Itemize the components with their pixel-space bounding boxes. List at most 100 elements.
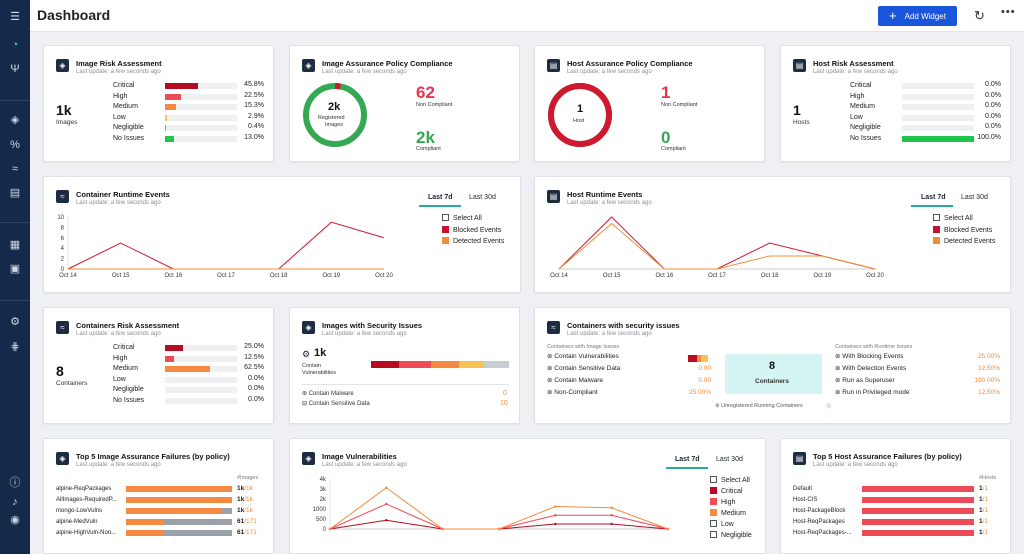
risk-percent: 2.9%: [248, 112, 264, 120]
y-tick-label: 3k: [320, 487, 327, 493]
risk-bar: [902, 83, 974, 89]
audit-icon[interactable]: ▣: [9, 263, 21, 275]
non-compliant-count: 62: [416, 83, 435, 102]
y-tick-label: 2: [61, 257, 65, 263]
risk-bar: [902, 125, 974, 131]
detected-events-checkbox[interactable]: Detected Events: [442, 237, 504, 245]
risk-label: Medium: [113, 365, 138, 372]
vulnerability-icon: ⚙: [302, 349, 311, 359]
runtime-icon[interactable]: ≈: [11, 163, 19, 175]
sensitive-data-row: ⊟ Contain Sensitive Data: [302, 401, 370, 407]
host-label: Host: [573, 118, 585, 124]
host-runtime-chart: Oct 14 Oct 15 Oct 16 Oct 17 Oct 18 Oct 19 Oct …: [550, 216, 884, 279]
risk-label: Negligible: [113, 386, 144, 393]
images-security-card: ◈ Images with Security Issues Last updat…: [289, 307, 520, 424]
high-checkbox[interactable]: High: [710, 498, 735, 506]
policy-count: 61/171: [237, 529, 257, 536]
series-line-medium: [329, 487, 669, 530]
card-subtitle: Last update: a few seconds ago: [76, 462, 161, 468]
risk-bar-fill: [165, 93, 182, 100]
risk-label: Negligible: [113, 124, 144, 131]
container-count-label: Containers: [56, 380, 88, 387]
risk-bar: [165, 376, 237, 383]
top-bar: Dashboard + Add Widget ↻ •••: [30, 0, 1024, 32]
policy-bar: [862, 508, 974, 514]
help-icon[interactable]: ⓘ: [9, 477, 21, 489]
policy-bar: [862, 497, 974, 503]
detected-events-checkbox[interactable]: Detected Events: [933, 237, 995, 245]
notifications-icon[interactable]: ♪: [12, 496, 18, 508]
x-tick-label: Oct 17: [708, 273, 726, 279]
low-checkbox[interactable]: Low: [710, 520, 734, 528]
risk-percent: 0.0%: [985, 112, 1001, 120]
x-tick-label: Oct 18: [761, 273, 779, 279]
tab-last-30d[interactable]: Last 30d: [961, 194, 988, 201]
host-runtime-card: ▤ Host Runtime Events Last update: a few…: [534, 176, 1011, 293]
risk-percent: 0.4%: [248, 123, 264, 130]
negligible-checkbox[interactable]: Negligible: [710, 531, 752, 539]
risk-percent: 0.0%: [985, 123, 1001, 130]
tab-last-30d[interactable]: Last 30d: [716, 456, 743, 463]
user-icon[interactable]: ◉: [10, 514, 20, 526]
select-all-checkbox[interactable]: Select All: [442, 214, 482, 222]
unregistered-containers-row: ⊛ Unregistered Running Containers: [715, 403, 803, 409]
more-options-icon[interactable]: •••: [1001, 6, 1016, 18]
card-title: Top 5 Image Assurance Failures (by polic…: [76, 452, 230, 461]
risk-label: Critical: [850, 82, 872, 89]
tab-last-7d[interactable]: Last 7d: [921, 194, 946, 201]
runtime-issues-header: Containers with Runtime Issues: [835, 344, 913, 350]
policies-icon[interactable]: Ψ: [10, 63, 20, 75]
card-title: Host Assurance Policy Compliance: [567, 59, 693, 68]
risk-percent: 13.0%: [244, 133, 264, 141]
series-line-critical: [329, 519, 669, 530]
images-icon[interactable]: ◈: [10, 114, 20, 126]
risk-bar: [165, 83, 237, 89]
card-subtitle: Last update: a few seconds ago: [567, 200, 652, 206]
blocked-events-checkbox[interactable]: Blocked Events: [442, 226, 501, 234]
hosts-icon[interactable]: ▤: [9, 187, 21, 199]
hosts-icon: ▤: [547, 190, 560, 203]
risk-label: Medium: [850, 103, 875, 110]
images-icon: ◈: [56, 59, 69, 72]
policy-bar: [862, 530, 974, 536]
add-widget-button[interactable]: + Add Widget: [878, 6, 957, 26]
select-all-checkbox[interactable]: Select All: [710, 476, 750, 484]
policy-name: Host-CIS: [793, 497, 818, 503]
policy-bar: [126, 486, 232, 492]
medium-checkbox[interactable]: Medium: [710, 509, 746, 517]
y-tick-label: 6: [61, 236, 65, 242]
risk-percent: 100.0%: [977, 133, 1001, 141]
card-title: Image Risk Assessment: [76, 59, 162, 68]
hosts-icon: ▤: [547, 59, 560, 72]
image-issue-value: 25.00%: [688, 389, 711, 396]
policy-count: 1/1: [979, 485, 989, 492]
policy-name: AllImages-RequiredP...: [56, 497, 117, 503]
card-title: Image Assurance Policy Compliance: [322, 59, 453, 68]
blocked-events-checkbox[interactable]: Blocked Events: [933, 226, 992, 234]
risk-label: No Issues: [850, 134, 882, 142]
images-icon: ◈: [302, 321, 315, 334]
registered-label: Registered: [318, 115, 345, 121]
runtime-issue-value: 12.50%: [977, 389, 1000, 396]
vulnerabilities-icon[interactable]: %: [10, 139, 20, 151]
critical-checkbox[interactable]: Critical: [710, 487, 742, 495]
select-all-checkbox[interactable]: Select All: [933, 214, 973, 222]
menu-icon[interactable]: ☰: [10, 11, 20, 23]
tab-last-7d[interactable]: Last 7d: [428, 194, 453, 201]
non-compliant-label: Non Compliant: [416, 102, 453, 108]
y-tick-label: 4: [61, 246, 65, 252]
integrations-icon[interactable]: ⋕: [10, 341, 20, 353]
dashboard-icon[interactable]: ◔: [11, 39, 19, 51]
tab-last-30d[interactable]: Last 30d: [469, 194, 496, 201]
settings-icon[interactable]: ⚙: [10, 316, 20, 328]
host-compliance-donut: [548, 83, 612, 147]
donut-non-compliant: [548, 83, 612, 147]
card-title: Host Runtime Events: [567, 190, 643, 199]
card-subtitle: Last update: a few seconds ago: [567, 69, 652, 75]
runtime-icon: ≈: [56, 321, 69, 334]
tab-last-7d[interactable]: Last 7d: [675, 456, 700, 463]
image-vulnerabilities-chart: 0 500 1000 2k 3k 4k: [313, 477, 670, 533]
severity-segment-low: [458, 361, 484, 368]
reports-icon[interactable]: ▦: [9, 239, 21, 251]
refresh-icon[interactable]: ↻: [974, 8, 985, 23]
